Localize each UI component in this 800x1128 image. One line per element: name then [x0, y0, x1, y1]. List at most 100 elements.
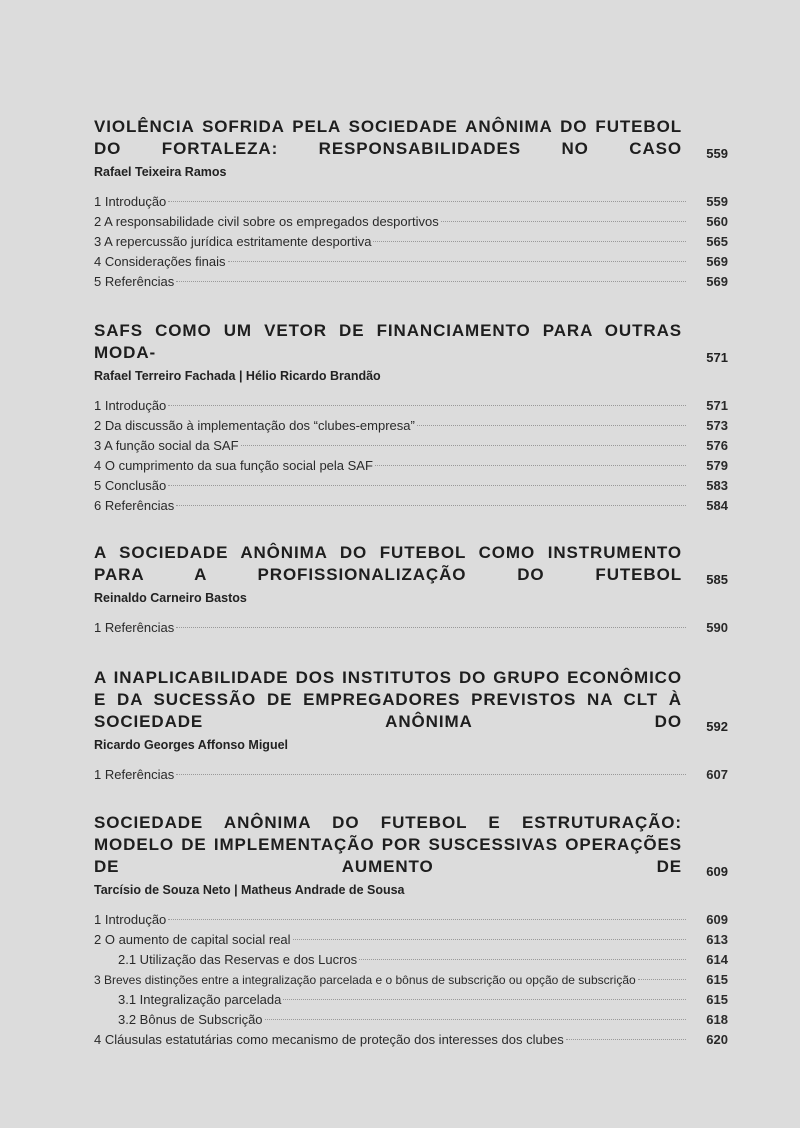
- entry-page-number: 569: [706, 254, 728, 269]
- chapter-page-number: 592: [706, 719, 728, 734]
- toc-entry[interactable]: 3 A função social da SAF 576: [94, 436, 728, 456]
- dot-leader: [283, 999, 686, 1000]
- dot-leader: [292, 939, 686, 940]
- dot-leader: [565, 1039, 686, 1040]
- entry-page-number: 620: [706, 1032, 728, 1047]
- entry-page-number: 607: [706, 767, 728, 782]
- toc-entry[interactable]: 1 Introdução 609: [94, 910, 728, 930]
- chapter-heading[interactable]: VIOLÊNCIA SOFRIDA PELA SOCIEDADE ANÔNIMA…: [94, 116, 728, 163]
- entry-title: 2 A responsabilidade civil sobre os empr…: [94, 214, 439, 229]
- entry-title: 5 Referências: [94, 274, 175, 289]
- dot-leader: [264, 1019, 686, 1020]
- chapter-title[interactable]: SOCIEDADE ANÔNIMA DO FUTEBOL E ESTRUTURA…: [94, 813, 682, 881]
- toc-chapter: A INAPLICABILIDADE DOS INSTITUTOS DO GRU…: [94, 667, 728, 785]
- toc-entry[interactable]: 1 Introdução 571: [94, 396, 728, 416]
- toc-entry[interactable]: 3.2 Bônus de Subscrição 618: [94, 1010, 728, 1030]
- dot-leader: [176, 774, 686, 775]
- entry-page-number: 614: [706, 952, 728, 967]
- entry-title: 1 Referências: [94, 767, 175, 782]
- toc-entry[interactable]: 1 Referências 590: [94, 618, 728, 638]
- chapter-author: Tarcísio de Souza Neto | Matheus Andrade…: [94, 883, 405, 897]
- chapter-title[interactable]: A SOCIEDADE ANÔNIMA DO FUTEBOL COMO INST…: [94, 543, 682, 589]
- toc-chapter: A SOCIEDADE ANÔNIMA DO FUTEBOL COMO INST…: [94, 542, 728, 638]
- chapter-heading[interactable]: SAFS COMO UM VETOR DE FINANCIAMENTO PARA…: [94, 320, 728, 367]
- toc-entry[interactable]: 5 Referências 569: [94, 272, 728, 292]
- toc-entry[interactable]: 2 A responsabilidade civil sobre os empr…: [94, 212, 728, 232]
- chapter-author: Reinaldo Carneiro Bastos: [94, 591, 247, 605]
- chapter-heading[interactable]: A INAPLICABILIDADE DOS INSTITUTOS DO GRU…: [94, 667, 728, 736]
- dot-leader: [416, 425, 686, 426]
- chapter-page-number: 609: [706, 864, 728, 879]
- entry-title: 3 A função social da SAF: [94, 438, 239, 453]
- entry-title: 1 Introdução: [94, 912, 167, 927]
- entry-title: 5 Conclusão: [94, 478, 167, 493]
- entry-page-number: 609: [706, 912, 728, 927]
- toc-entry[interactable]: 2.1 Utilização das Reservas e dos Lucros…: [94, 950, 728, 970]
- chapter-page-number: 571: [706, 350, 728, 365]
- entry-page-number: 613: [706, 932, 728, 947]
- toc-entry[interactable]: 1 Introdução 559: [94, 192, 728, 212]
- chapter-title[interactable]: VIOLÊNCIA SOFRIDA PELA SOCIEDADE ANÔNIMA…: [94, 117, 682, 163]
- entry-page-number: 569: [706, 274, 728, 289]
- dot-leader: [168, 201, 686, 202]
- dot-leader: [227, 261, 686, 262]
- dot-leader: [168, 405, 686, 406]
- entry-page-number: 560: [706, 214, 728, 229]
- entry-page-number: 584: [706, 498, 728, 513]
- dot-leader: [240, 445, 686, 446]
- entry-title: 3.2 Bônus de Subscrição: [118, 1012, 263, 1027]
- entry-title: 2.1 Utilização das Reservas e dos Lucros: [118, 952, 358, 967]
- toc-entry[interactable]: 4 O cumprimento da sua função social pel…: [94, 456, 728, 476]
- chapter-entries: 1 Introdução 559 2 A responsabilidade ci…: [94, 192, 728, 292]
- entry-page-number: 618: [706, 1012, 728, 1027]
- toc-entry[interactable]: 2 O aumento de capital social real 613: [94, 930, 728, 950]
- chapter-entries: 1 Referências 607: [94, 765, 728, 785]
- entry-page-number: 565: [706, 234, 728, 249]
- entry-title: 2 Da discussão à implementação dos “club…: [94, 418, 415, 433]
- toc-entry[interactable]: 4 Cláusulas estatutárias como mecanismo …: [94, 1030, 728, 1050]
- entry-page-number: 573: [706, 418, 728, 433]
- entry-page-number: 576: [706, 438, 728, 453]
- entry-title: 2 O aumento de capital social real: [94, 932, 291, 947]
- chapter-entries: 1 Introdução 571 2 Da discussão à implem…: [94, 396, 728, 516]
- entry-page-number: 583: [706, 478, 728, 493]
- dot-leader: [374, 465, 686, 466]
- toc-chapter: SOCIEDADE ANÔNIMA DO FUTEBOL E ESTRUTURA…: [94, 812, 728, 1050]
- entry-title: 3.1 Integralização parcelada: [118, 992, 282, 1007]
- entry-title: 1 Referências: [94, 620, 175, 635]
- chapter-author: Ricardo Georges Affonso Miguel: [94, 738, 289, 752]
- toc-entry[interactable]: 1 Referências 607: [94, 765, 728, 785]
- dot-leader: [440, 221, 686, 222]
- dot-leader: [359, 959, 686, 960]
- toc-chapter: VIOLÊNCIA SOFRIDA PELA SOCIEDADE ANÔNIMA…: [94, 116, 728, 292]
- chapter-entries: 1 Introdução 609 2 O aumento de capital …: [94, 910, 728, 1050]
- toc-entry[interactable]: 5 Conclusão 583: [94, 476, 728, 496]
- entry-title: 1 Introdução: [94, 398, 167, 413]
- entry-page-number: 559: [706, 194, 728, 209]
- chapter-title[interactable]: A INAPLICABILIDADE DOS INSTITUTOS DO GRU…: [94, 668, 682, 736]
- toc-entry[interactable]: 3 Breves distinções entre a integralizaç…: [94, 970, 728, 990]
- entry-title: 3 A repercussão jurídica estritamente de…: [94, 234, 372, 249]
- entry-page-number: 579: [706, 458, 728, 473]
- chapter-title[interactable]: SAFS COMO UM VETOR DE FINANCIAMENTO PARA…: [94, 321, 682, 367]
- toc-entry[interactable]: 2 Da discussão à implementação dos “club…: [94, 416, 728, 436]
- chapter-heading[interactable]: SOCIEDADE ANÔNIMA DO FUTEBOL E ESTRUTURA…: [94, 812, 728, 881]
- chapter-heading[interactable]: A SOCIEDADE ANÔNIMA DO FUTEBOL COMO INST…: [94, 542, 728, 589]
- chapter-page-number: 559: [706, 146, 728, 161]
- entry-page-number: 590: [706, 620, 728, 635]
- chapter-page-number: 585: [706, 572, 728, 587]
- entry-title: 6 Referências: [94, 498, 175, 513]
- dot-leader: [176, 281, 686, 282]
- entry-page-number: 615: [706, 992, 728, 1007]
- entry-title: 4 O cumprimento da sua função social pel…: [94, 458, 373, 473]
- dot-leader: [176, 505, 686, 506]
- toc-entry[interactable]: 4 Considerações finais 569: [94, 252, 728, 272]
- dot-leader: [176, 627, 686, 628]
- entry-page-number: 615: [706, 972, 728, 987]
- toc-entry[interactable]: 6 Referências 584: [94, 496, 728, 516]
- chapter-author: Rafael Terreiro Fachada | Hélio Ricardo …: [94, 369, 381, 383]
- entry-page-number: 571: [706, 398, 728, 413]
- chapter-entries: 1 Referências 590: [94, 618, 728, 638]
- toc-entry[interactable]: 3.1 Integralização parcelada 615: [94, 990, 728, 1010]
- toc-entry[interactable]: 3 A repercussão jurídica estritamente de…: [94, 232, 728, 252]
